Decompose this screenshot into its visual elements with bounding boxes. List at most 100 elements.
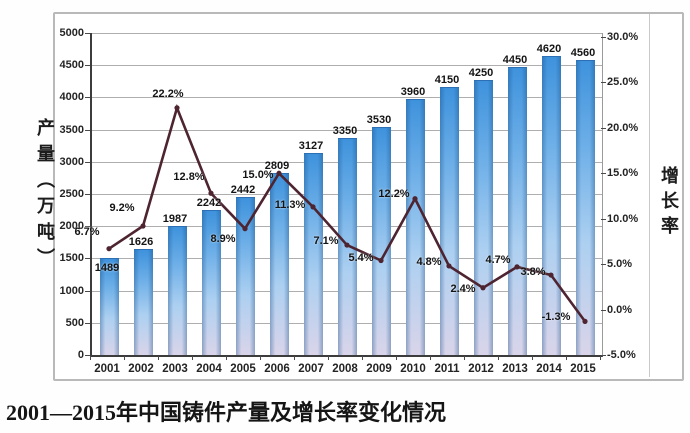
bar-2002 (133, 249, 153, 355)
bar-2005 (235, 196, 255, 355)
right-axis-tick-label: 10.0% (607, 212, 639, 225)
bar-2010 (405, 98, 425, 355)
line-point (310, 204, 316, 210)
x-axis-tick (532, 356, 533, 360)
bar-value-label: 4450 (502, 54, 528, 67)
x-axis-label-2008: 2008 (332, 363, 358, 375)
left-axis-tick (85, 290, 90, 292)
right-axis-tick-label: 20.0% (607, 121, 639, 134)
x-axis-tick (260, 356, 261, 360)
x-axis-label-2006: 2006 (264, 363, 290, 375)
x-axis-tick (124, 356, 125, 360)
line-point (514, 264, 520, 270)
left-axis-tick-label: 3500 (59, 123, 84, 136)
line-point (242, 226, 248, 232)
gridline (92, 97, 602, 99)
x-axis-tick (90, 356, 91, 360)
x-axis-label-2009: 2009 (366, 363, 392, 375)
bar-value-label: 4150 (434, 73, 460, 86)
left-axis-tick-label: 4000 (59, 91, 84, 104)
right-axis-tick-label: -5.0% (607, 349, 636, 361)
line-point (344, 242, 350, 248)
left-axis-tick (85, 226, 90, 228)
growth-value-label: 2.4% (450, 282, 476, 295)
x-axis-tick (226, 356, 227, 360)
bar-2013 (507, 67, 527, 355)
growth-value-label: 9.2% (109, 201, 135, 214)
x-axis-label-2013: 2013 (502, 363, 528, 375)
x-axis-tick (294, 356, 295, 360)
right-axis-tick (601, 82, 606, 84)
x-axis-tick (464, 356, 465, 360)
gridline (92, 65, 602, 67)
x-axis-label-2003: 2003 (162, 363, 188, 375)
left-axis-tick (85, 97, 90, 99)
left-axis-tick (85, 33, 90, 34)
right-axis-tick (601, 218, 606, 220)
left-axis-tick-label: 2000 (59, 220, 84, 233)
line-point (276, 170, 282, 176)
right-axis-tick-label: 5.0% (607, 258, 633, 271)
growth-value-label: 3.8% (520, 266, 546, 279)
x-axis-tick (498, 356, 499, 360)
x-axis-label-2014: 2014 (536, 363, 562, 375)
line-point (140, 223, 146, 229)
growth-value-label: 12.8% (173, 171, 205, 184)
bar-value-label: 4620 (536, 43, 562, 56)
line-point (106, 246, 112, 252)
bar-value-label: 4560 (570, 47, 596, 60)
line-point (208, 190, 214, 196)
bar-2004 (201, 209, 221, 355)
gridline (92, 33, 602, 34)
bar-2011 (439, 86, 459, 355)
x-axis-tick (396, 356, 397, 360)
growth-rate-line (106, 103, 588, 324)
bar-2001 (99, 258, 119, 355)
left-axis-tick-label: 4500 (59, 59, 84, 72)
right-axis-tick-label: 25.0% (607, 76, 639, 89)
bar-value-label: 1987 (162, 213, 188, 226)
growth-value-label: 8.9% (210, 232, 236, 245)
growth-value-label: 7.1% (313, 235, 339, 248)
right-axis-tick (601, 309, 606, 311)
frame-inner-line (649, 14, 650, 377)
line-point (446, 263, 452, 269)
line-point (378, 257, 384, 264)
x-axis-tick (600, 356, 601, 360)
bar-value-label: 4250 (468, 67, 494, 80)
right-axis-tick (601, 355, 606, 356)
x-axis-tick (430, 356, 431, 360)
x-axis-label-2004: 2004 (196, 363, 222, 375)
right-axis-tick (601, 173, 606, 175)
line-point (548, 272, 554, 278)
bar-value-label: 3530 (366, 113, 392, 126)
bar-value-label: 3127 (298, 139, 324, 152)
bar-value-label: 3350 (332, 125, 358, 138)
right-axis-tick (601, 127, 606, 129)
bar-value-label: 1489 (94, 262, 120, 275)
plot-area (90, 33, 603, 357)
bar-value-label: 3960 (400, 85, 426, 98)
growth-value-label: 4.8% (416, 255, 442, 268)
right-axis-tick-label: 15.0% (607, 167, 639, 180)
growth-value-label: 5.4% (348, 251, 374, 264)
x-axis-label-2010: 2010 (400, 363, 426, 375)
bar-value-label: 2442 (230, 183, 256, 196)
left-axis-tick-label: 500 (65, 316, 84, 329)
left-axis-tick (85, 258, 90, 260)
growth-value-label: 15.0% (242, 169, 274, 182)
right-axis-tick (601, 37, 606, 38)
left-axis-tick (85, 322, 90, 324)
right-axis-tick (601, 264, 606, 266)
left-axis-tick-label: 2500 (59, 188, 84, 200)
growth-value-label: -1.3% (541, 311, 571, 324)
bar-value-label: 2809 (264, 160, 290, 173)
left-axis-title: 产量（万吨） (35, 118, 55, 274)
growth-value-label: 12.2% (378, 187, 410, 200)
bar-2012 (473, 80, 493, 355)
x-axis-label-2002: 2002 (128, 363, 154, 375)
right-axis-title: 增长率 (659, 166, 679, 241)
x-axis-tick (158, 356, 159, 360)
right-axis-tick-label: 0.0% (607, 303, 633, 316)
